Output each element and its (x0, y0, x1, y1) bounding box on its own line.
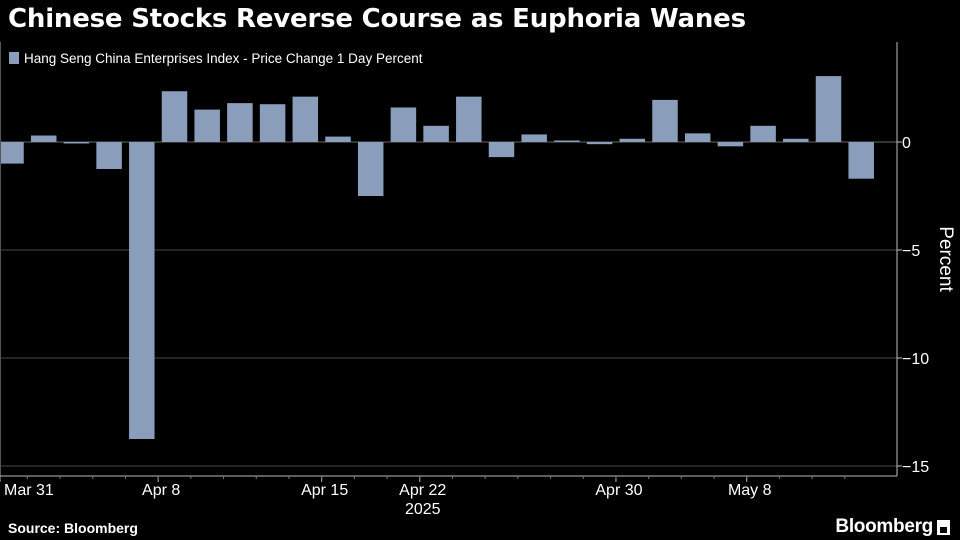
x-tick-label: Mar 31 (4, 482, 54, 499)
bar (586, 142, 613, 145)
y-tick-label: −15 (902, 459, 929, 476)
bar (259, 104, 286, 142)
bar (684, 133, 711, 142)
bar (554, 140, 580, 142)
bar (96, 142, 122, 169)
bar (848, 142, 874, 179)
legend-swatch (9, 52, 19, 64)
bar (390, 107, 417, 142)
bar (456, 96, 482, 142)
x-tick-labels: Mar 31 Apr 8 Apr 15 Apr 22 Apr 30 May 8 (0, 476, 846, 499)
y-tick-label: −10 (902, 351, 929, 368)
bar (63, 142, 90, 144)
axes (0, 42, 898, 477)
legend-label: Hang Seng China Enterprises Index - Pric… (24, 51, 423, 66)
bar (488, 142, 515, 158)
bar (0, 142, 24, 164)
x-tick-label: Apr 8 (142, 482, 180, 499)
bar (652, 99, 678, 142)
bar (815, 76, 842, 142)
bar (325, 136, 351, 142)
bar (750, 125, 776, 142)
bloomberg-terminal-icon (937, 519, 950, 535)
bar (619, 138, 646, 142)
brand-text: Bloomberg (835, 516, 933, 537)
bar (129, 142, 155, 439)
bar (423, 125, 449, 142)
y-tick-label: 0 (902, 135, 911, 152)
legend: Hang Seng China Enterprises Index - Pric… (9, 51, 423, 66)
brand-logo: Bloomberg (835, 516, 950, 538)
x-tick-label: Apr 22 (399, 482, 446, 499)
bar (30, 135, 57, 142)
bar (783, 138, 809, 142)
bar (292, 96, 319, 142)
y-tick-labels: 0 −5 −10 −15 (897, 135, 929, 476)
y-tick-label: −5 (902, 243, 920, 260)
bar (227, 103, 253, 142)
year-label: 2025 (405, 501, 441, 518)
y-axis-label: Percent (935, 226, 956, 292)
chart-title: Chinese Stocks Reverse Course as Euphori… (8, 4, 746, 34)
bars (0, 76, 874, 439)
bar (521, 134, 547, 142)
x-tick-label: May 8 (728, 482, 772, 499)
bar (717, 142, 744, 147)
x-tick-label: Apr 30 (595, 482, 642, 499)
x-tick-label: Apr 15 (301, 482, 348, 499)
bar (357, 142, 384, 196)
source-note: Source: Bloomberg (8, 520, 138, 536)
bar (161, 91, 188, 142)
bar (194, 109, 220, 142)
